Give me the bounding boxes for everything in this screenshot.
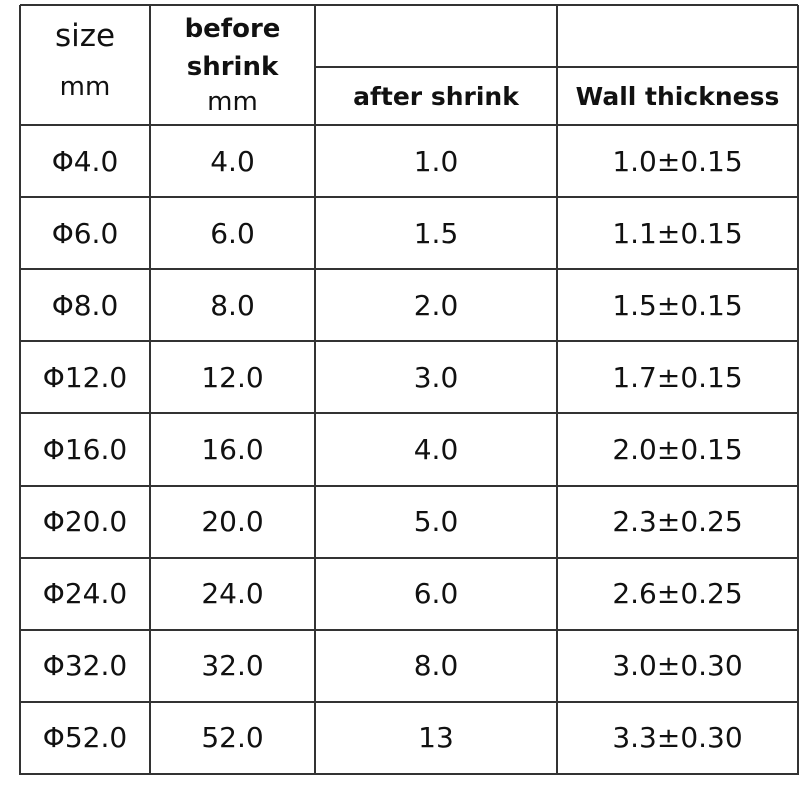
table-cell: 3.0±0.30 bbox=[612, 649, 743, 683]
table-cell: 1.0 bbox=[413, 144, 459, 178]
grid-line bbox=[20, 196, 798, 199]
table-cell: 6.0 bbox=[210, 216, 255, 250]
header-title: Wall thickness bbox=[575, 82, 780, 111]
grid-line bbox=[20, 412, 798, 415]
table-cell: Φ8.0 bbox=[51, 288, 119, 322]
table-cell: 2.0 bbox=[413, 288, 459, 322]
table-cell: 20.0 bbox=[201, 505, 264, 539]
grid-line bbox=[149, 5, 151, 775]
table-cell: Φ52.0 bbox=[42, 721, 128, 755]
grid-line bbox=[20, 772, 798, 775]
grid-line bbox=[19, 5, 21, 775]
table-cell: Φ20.0 bbox=[42, 505, 128, 539]
grid-line bbox=[20, 124, 798, 126]
header-unit: mm bbox=[59, 72, 111, 102]
table-cell: 6.0 bbox=[413, 577, 459, 611]
table-cell: 1.7±0.15 bbox=[612, 360, 743, 394]
table-cell: 1.5±0.15 bbox=[612, 288, 743, 322]
grid-line bbox=[20, 268, 798, 271]
table-cell: Φ6.0 bbox=[51, 216, 119, 250]
table-cell: 52.0 bbox=[201, 721, 264, 755]
table-cell: Φ32.0 bbox=[42, 649, 128, 683]
table-cell: Φ16.0 bbox=[42, 432, 128, 466]
table-cell: 8.0 bbox=[413, 649, 459, 683]
grid-line bbox=[20, 4, 798, 6]
grid-line bbox=[556, 5, 558, 775]
table-cell: 5.0 bbox=[413, 505, 459, 539]
grid-line bbox=[20, 628, 798, 631]
header-title: size bbox=[54, 18, 116, 54]
table-cell: 2.0±0.15 bbox=[612, 432, 743, 466]
table-cell: 12.0 bbox=[201, 360, 264, 394]
table-cell: 24.0 bbox=[201, 577, 264, 611]
header-title: before shrink bbox=[184, 14, 281, 82]
grid-line bbox=[315, 66, 798, 68]
header-title: after shrink bbox=[353, 82, 519, 111]
table-cell: 13 bbox=[418, 721, 454, 755]
table-cell: 2.6±0.25 bbox=[612, 577, 743, 611]
table-cell: Φ24.0 bbox=[42, 577, 128, 611]
table-cell: 1.5 bbox=[413, 216, 459, 250]
table-cell: Φ4.0 bbox=[51, 144, 119, 178]
grid-line bbox=[20, 484, 798, 487]
table-cell: 3.0 bbox=[413, 360, 459, 394]
table-cell: 1.1±0.15 bbox=[612, 216, 743, 250]
table-cell: 32.0 bbox=[201, 649, 264, 683]
grid-line bbox=[20, 556, 798, 559]
table-cell: 8.0 bbox=[210, 288, 255, 322]
table-cell: 3.3±0.30 bbox=[612, 721, 743, 755]
grid-line bbox=[20, 700, 798, 703]
table-cell: 4.0 bbox=[210, 144, 255, 178]
grid-line bbox=[20, 340, 798, 343]
table-cell: 4.0 bbox=[413, 432, 459, 466]
table-cell: 16.0 bbox=[201, 432, 264, 466]
grid-line bbox=[797, 5, 799, 775]
table-cell: Φ12.0 bbox=[42, 360, 128, 394]
header-unit: mm bbox=[207, 87, 258, 117]
table-cell: 2.3±0.25 bbox=[612, 505, 743, 539]
grid-line bbox=[314, 5, 316, 775]
table-cell: 1.0±0.15 bbox=[612, 144, 743, 178]
